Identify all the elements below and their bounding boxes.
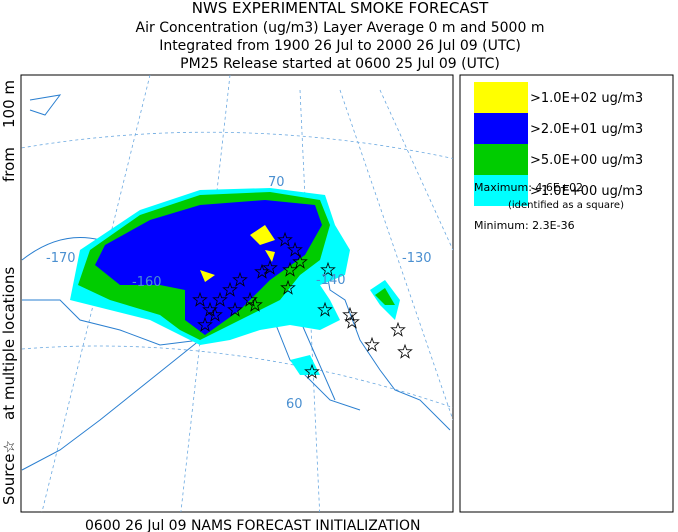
title: NWS EXPERIMENTAL SMOKE FORECAST (192, 0, 489, 17)
source-star (207, 306, 223, 322)
side-label: at multiple locations (0, 267, 18, 420)
source-star (287, 241, 303, 257)
source-markers (192, 231, 413, 379)
source-star (317, 301, 333, 317)
legend-label: >5.0E+00 ug/m3 (530, 153, 643, 168)
source-star (232, 271, 248, 287)
side-label: from (0, 147, 18, 182)
source-star (212, 291, 228, 307)
graticule-label: -130 (402, 251, 432, 266)
source-star (397, 343, 413, 359)
legend-swatch (474, 144, 528, 175)
graticule-label: -140 (316, 273, 346, 288)
source-star (262, 259, 278, 275)
source-star (390, 321, 406, 337)
source-star (320, 261, 336, 277)
legend-swatch (474, 175, 528, 206)
side-label: Source☆ (0, 440, 18, 505)
source-star (292, 253, 308, 269)
legend-label: >1.0E+02 ug/m3 (530, 91, 643, 106)
graticule-label: 60 (286, 397, 303, 412)
legend-swatch (474, 113, 528, 144)
source-star (227, 301, 243, 317)
graticule-label: -170 (46, 251, 76, 266)
side-label: 100 m (0, 80, 18, 128)
legend-label: >2.0E+01 ug/m3 (530, 122, 643, 137)
source-star (192, 291, 208, 307)
source-star (222, 281, 238, 297)
graticule-label: -160 (132, 275, 162, 290)
minimum: Minimum: 2.3E-36 (474, 219, 575, 232)
source-star (342, 306, 358, 322)
legend: >1.0E+02 ug/m3 >2.0E+01 ug/m3 >5.0E+00 ug/… (474, 82, 643, 206)
map-content: -170 -160 -140 -130 70 60 (21, 75, 453, 512)
source-star (364, 336, 380, 352)
source-star (282, 261, 298, 277)
legend-label: >1.0E+00 ug/m3 (530, 184, 643, 199)
footer: 0600 26 Jul 09 NAMS FORECAST INITIALIZAT… (85, 518, 420, 532)
source-star (197, 316, 213, 332)
source-star (280, 279, 296, 295)
maximum: Maximum: 4.6E+02 (474, 181, 583, 194)
maximum-note: (identified as a square) (508, 200, 624, 211)
legend-swatch (474, 82, 528, 113)
source-star (247, 296, 263, 312)
header-line: Air Concentration (ug/m3) Layer Average … (136, 20, 545, 36)
source-star (277, 231, 293, 247)
source-star (254, 263, 270, 279)
header-line: Integrated from 1900 26 Jul to 2000 26 J… (159, 38, 521, 54)
source-star (304, 363, 320, 379)
source-star (344, 313, 360, 329)
header-line: PM25 Release started at 0600 25 Jul 09 (… (180, 56, 500, 72)
graticule-label: 70 (268, 175, 285, 190)
plume (70, 188, 400, 375)
